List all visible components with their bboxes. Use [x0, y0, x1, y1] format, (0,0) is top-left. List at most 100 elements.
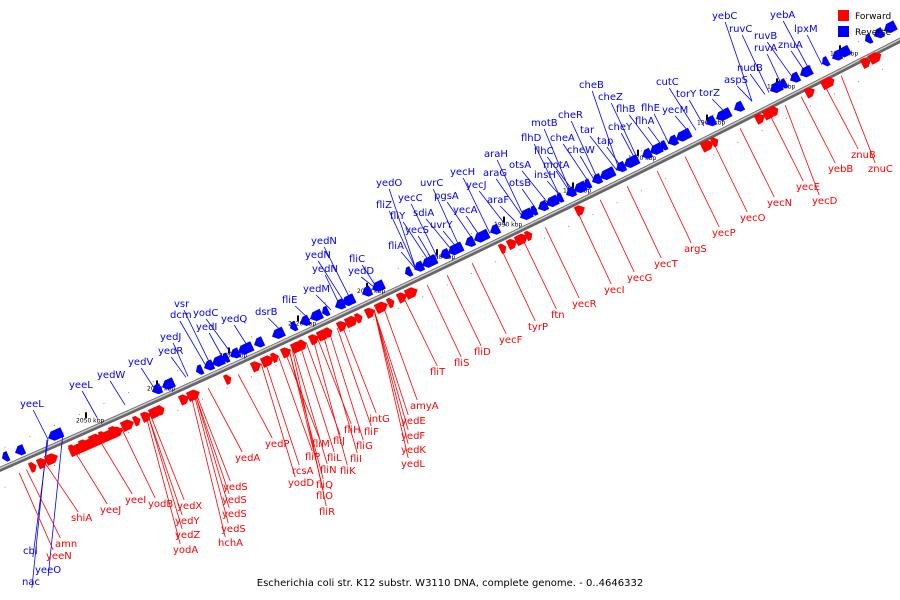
gene-label: yedS	[221, 524, 246, 535]
leader-line	[140, 367, 157, 392]
gene-arrow-reverse	[530, 205, 539, 216]
gene-label: sdiA	[413, 208, 434, 219]
gene-label: znuB	[851, 150, 876, 161]
gene-label: yeeL	[69, 380, 93, 391]
gene-label: otsA	[509, 160, 531, 171]
gene-label: cbl	[23, 546, 38, 557]
gene-arrow-forward	[155, 405, 165, 416]
leader-line	[533, 143, 562, 199]
gene-label: cheR	[558, 110, 583, 121]
gene-label: tap	[597, 136, 613, 147]
gene-label: fliZ	[376, 200, 392, 211]
gene-label: lpxM	[794, 24, 818, 35]
gene-label: araG	[483, 168, 507, 179]
leader-line	[32, 409, 49, 440]
gene-label: yedS	[222, 509, 247, 520]
genome-backbone	[0, 37, 900, 473]
leader-line	[840, 75, 876, 164]
gene-arrow-reverse	[592, 172, 604, 185]
gene-label: ruvC	[729, 24, 752, 35]
legend-forward-label: Forward	[855, 12, 891, 22]
gene-label: yecT	[654, 259, 679, 270]
leader-line	[373, 310, 409, 445]
gene-label: yecH	[450, 167, 475, 178]
gene-arrow-forward	[131, 415, 141, 427]
gene-label: torZ	[699, 88, 720, 99]
gene-label: intG	[369, 414, 390, 425]
gene-arrow-forward	[222, 374, 232, 385]
gene-arrow-reverse	[204, 359, 216, 371]
gene-label: argS	[684, 244, 707, 255]
gene-label: yedO	[376, 178, 402, 189]
gene-arrow-forward	[307, 334, 320, 346]
leader-line	[26, 469, 61, 539]
gene-label: yedP	[265, 439, 289, 450]
gene-label: flhD	[521, 133, 542, 144]
leader-line	[462, 177, 491, 234]
leader-line	[749, 73, 766, 95]
gene-label: yeeN	[46, 551, 72, 562]
gene-arrow-forward	[279, 347, 292, 359]
leader-line	[653, 113, 670, 145]
leader-line	[400, 251, 417, 270]
gene-arrow-forward	[43, 453, 58, 466]
gene-arrow-forward	[269, 352, 279, 364]
gene-arrow-reverse	[838, 44, 852, 58]
gene-label: tyrP	[528, 322, 548, 333]
gene-label: pgsA	[434, 191, 459, 202]
leader-line	[195, 393, 231, 482]
gene-arrow-reverse	[482, 228, 491, 240]
gene-arrow-forward	[139, 411, 152, 423]
leader-line	[194, 393, 230, 509]
gene-label: fliR	[319, 507, 335, 518]
leader-line	[277, 355, 313, 452]
gene-label: ruvB	[754, 31, 777, 42]
gene-arrow-reverse	[300, 314, 312, 326]
gene-label: fliC	[349, 254, 365, 265]
gene-label: cheW	[567, 145, 595, 156]
legend: Forward Reverse	[838, 10, 892, 38]
gene-arrow-forward	[497, 243, 507, 255]
gene-label: yecA	[453, 205, 478, 216]
gene-arrow-reverse	[222, 352, 231, 363]
gene-label: dcm	[170, 310, 192, 321]
gene-label: nudB	[737, 63, 763, 74]
gene-arrow-reverse	[780, 78, 789, 89]
gene-arrow-reverse	[196, 364, 205, 375]
gene-arrow-forward	[385, 297, 395, 309]
leader-line	[299, 345, 335, 453]
leader-line	[712, 142, 748, 213]
gene-label: fliD	[474, 347, 491, 358]
leader-line	[382, 306, 418, 401]
leader-line	[147, 415, 183, 530]
leader-line	[388, 210, 417, 270]
gene-label: torY	[676, 89, 697, 100]
leader-line	[741, 34, 770, 93]
gene-label: flhB	[616, 104, 636, 115]
gene-label: ruvA	[754, 43, 777, 54]
gene-arrow-reverse	[272, 326, 286, 340]
gene-arrow-forward	[343, 315, 358, 329]
gene-label: otsB	[509, 178, 531, 189]
leader-line	[205, 318, 234, 356]
gene-arrow-reverse	[456, 241, 465, 253]
leader-line	[193, 394, 229, 524]
gene-arrow-reverse	[440, 247, 452, 260]
gene-label: fliI	[350, 454, 362, 465]
gene-label: yecS	[405, 225, 429, 236]
leader-line	[806, 34, 823, 65]
gene-label: fliN	[320, 465, 337, 476]
leader-line	[432, 188, 461, 249]
leader-line	[446, 201, 475, 242]
gene-label: fliJ	[333, 436, 345, 447]
gene-arrow-reverse	[15, 444, 27, 456]
leader-line	[668, 87, 697, 131]
gene-arrow-reverse	[556, 192, 565, 203]
gene-arrow-reverse	[310, 308, 324, 322]
leader-line	[149, 414, 185, 501]
leader-line	[291, 349, 327, 507]
leader-line	[292, 348, 328, 465]
leader-line	[312, 339, 348, 466]
gene-label: yedN	[305, 250, 331, 261]
